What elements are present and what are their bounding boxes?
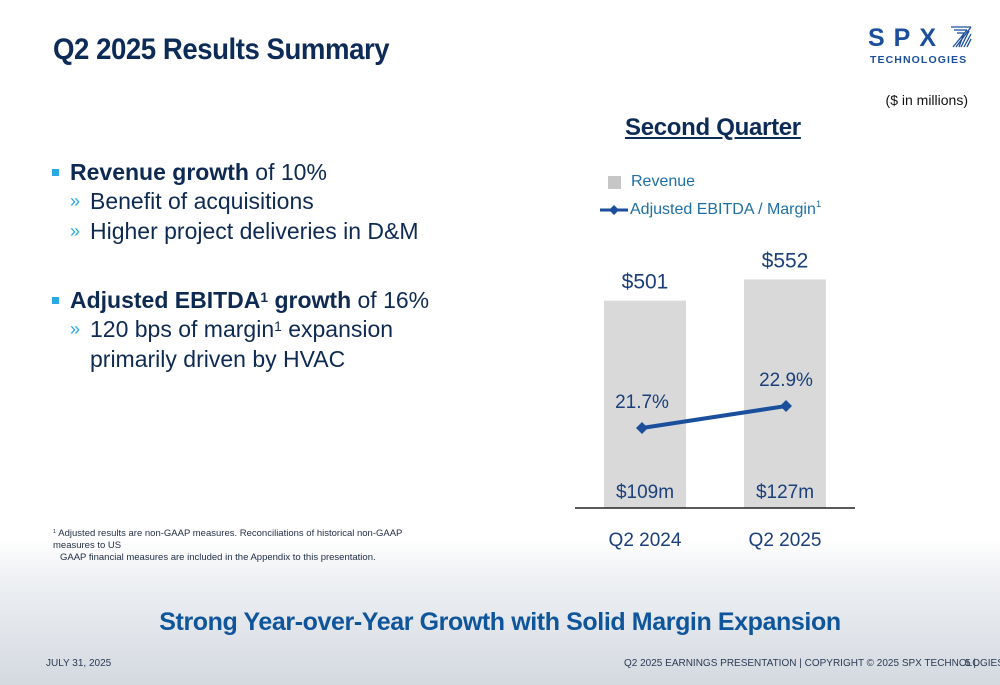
legend-line-diamond-icon: [600, 205, 628, 215]
legend-label: Adjusted EBITDA / Margin1: [630, 199, 822, 219]
sub-bullet-text: Benefit of acquisitions: [90, 188, 314, 214]
bullet-bold: Revenue growth: [70, 159, 249, 185]
footer-date: JULY 31, 2025: [46, 658, 112, 669]
revenue-ebitda-chart: $501 $109m Q2 2024 $552 $127m Q2 2025 21.7% 22.…: [575, 249, 855, 551]
chart-title: Second Quarter: [625, 114, 801, 141]
footer-copyright: Q2 2025 EARNINGS PRESENTATION | COPYRIGH…: [624, 658, 1000, 669]
bullet-square-icon: [52, 169, 59, 176]
footnote-ref: 1: [260, 290, 269, 305]
logo-subtitle: TECHNOLOGIES: [870, 54, 968, 66]
tagline: Strong Year-over-Year Growth with Solid …: [159, 608, 841, 636]
sub-bullet-text-a: 120 bps of margin: [90, 316, 275, 342]
chevron-right-double-icon: »: [70, 191, 81, 211]
x-axis-tick-label: Q2 2025: [749, 530, 822, 551]
sub-bullet-text: Higher project deliveries in D&M: [90, 218, 419, 244]
x-axis-tick-label: Q2 2024: [609, 530, 682, 551]
ebitda-margin-label: 21.7%: [615, 392, 669, 413]
revenue-bar: [744, 279, 826, 508]
bullet-revenue: Revenue growth of 10%: [50, 158, 470, 186]
footnote-ref: 1: [274, 319, 282, 334]
ebitda-margin-line: [641, 404, 787, 430]
sub-bullet: » Benefit of acquisitions: [50, 186, 470, 216]
ebitda-value-label: $127m: [756, 482, 814, 503]
chevron-right-double-icon: »: [70, 319, 81, 339]
footnote-line-1: Adjusted results are non-GAAP measures. …: [53, 528, 403, 551]
sub-bullet: » 120 bps of margin1 expansion: [50, 314, 470, 344]
logo-wordmark: SPX: [868, 24, 946, 52]
legend-label: Revenue: [631, 173, 696, 190]
slide-title: Q2 2025 Results Summary: [53, 33, 390, 66]
sub-bullet: » Higher project deliveries in D&M: [50, 216, 470, 246]
chevron-right-double-icon: »: [70, 221, 81, 241]
units-note: ($ in millions): [885, 92, 968, 108]
footnote-marker: 1: [53, 529, 57, 535]
ebitda-margin-label: 22.9%: [759, 370, 813, 391]
footnote: 1 Adjusted results are non-GAAP measures…: [53, 528, 443, 564]
sub-bullet-text-b: expansion: [281, 316, 394, 342]
bullet-bold-b: growth: [268, 287, 352, 313]
sub-bullet-continuation: primarily driven by HVAC: [90, 346, 346, 372]
bullet-square-icon: [52, 297, 59, 304]
legend-label-text: Adjusted EBITDA / Margin: [630, 201, 816, 218]
revenue-bar-label: $501: [622, 271, 669, 294]
bullet-bold: Adjusted EBITDA1 growth: [70, 287, 351, 313]
revenue-bar-label: $552: [762, 249, 809, 272]
legend-item-ebitda: Adjusted EBITDA / Margin1: [600, 196, 821, 224]
footnote-ref: 1: [815, 199, 822, 210]
page-number: 5 |: [965, 658, 976, 669]
bullet-bold-a: Adjusted EBITDA: [70, 287, 261, 313]
ebitda-margin-point: [636, 422, 648, 434]
bullet-text: of 16%: [351, 287, 430, 313]
spx-logo: SPX TECHNOLOGIES: [868, 24, 978, 69]
chart-legend: Revenue Adjusted EBITDA / Margin1: [600, 168, 821, 224]
legend-item-revenue: Revenue: [600, 168, 821, 196]
footnote-line-2: GAAP financial measures are included in …: [60, 552, 376, 563]
summary-bullets: Revenue growth of 10% » Benefit of acqui…: [50, 158, 470, 374]
revenue-bar: [604, 300, 686, 508]
bullet-ebitda: Adjusted EBITDA1 growth of 16%: [50, 286, 470, 314]
ebitda-margin-point: [780, 400, 792, 413]
bullet-text: of 10%: [248, 159, 327, 185]
spx-slash-mark-icon: [951, 26, 972, 48]
ebitda-value-label: $109m: [616, 482, 674, 503]
legend-swatch-bar: [608, 175, 621, 189]
